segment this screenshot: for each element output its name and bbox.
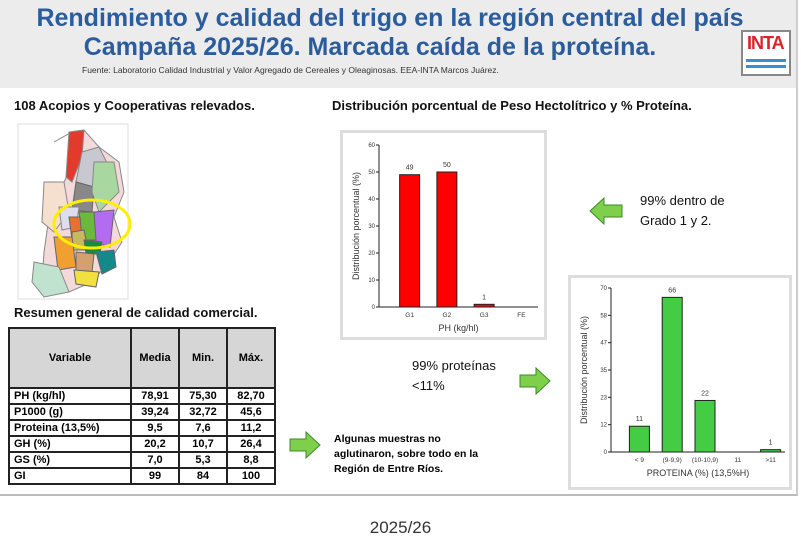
table-cell-value: 82,70 xyxy=(226,387,276,405)
image-caption: 2025/26 xyxy=(369,518,432,537)
bar xyxy=(694,399,716,453)
table-cell-value: 20,2 xyxy=(130,435,180,453)
table-row: P1000 (g) 39,24 32,72 45,6 xyxy=(8,403,276,421)
protein-chart-panel: 0 12 23 35 47 58 70 11 < 9 66 (9-9,9) 22 (10-10,9) 11… xyxy=(568,275,792,490)
table-heading: Resumen general de calidad comercial. xyxy=(14,305,258,320)
y-tick-label: 0 xyxy=(372,305,376,311)
y-tick-label: 20 xyxy=(368,251,375,257)
header: Rendimiento y calidad del trigo en la re… xyxy=(0,0,796,88)
y-tick-label: 60 xyxy=(368,143,375,149)
region-map xyxy=(17,123,132,300)
table-cell-variable: P1000 (g) xyxy=(8,403,132,421)
title-line-1: Rendimiento y calidad del trigo en la re… xyxy=(36,4,744,32)
quality-summary-table: Variable Media Min. Máx. PH (kg/hl) 78,91… xyxy=(8,327,276,485)
y-tick-label: 40 xyxy=(368,197,375,203)
table-cell-value: 8,8 xyxy=(226,451,276,469)
bar xyxy=(436,171,458,308)
y-axis-label: Distribución porcentual (%) xyxy=(351,172,361,280)
ph-chart: 0 10 20 30 40 50 60 49 G1 50 G2 1 G3 FE PH (kg/hl) Dist… xyxy=(351,143,538,333)
table-cell-value: 7,0 xyxy=(130,451,180,469)
bar xyxy=(473,303,495,308)
table-cell-value: 9,5 xyxy=(130,419,180,437)
x-tick-label: 11 xyxy=(734,457,741,464)
table-row: PH (kg/hl) 78,91 75,30 82,70 xyxy=(8,387,276,405)
table-cell-value: 45,6 xyxy=(226,403,276,421)
title-line-2: Campaña 2025/26. Marcada caída de la pro… xyxy=(83,33,657,61)
y-tick-label: 30 xyxy=(368,224,375,230)
table-row: GH (%) 20,2 10,7 26,4 xyxy=(8,435,276,453)
ph-chart-panel: 0 10 20 30 40 50 60 49 G1 50 G2 1 G3 FE PH (kg/hl) Dist… xyxy=(340,130,547,340)
data-label: 1 xyxy=(482,294,486,301)
table-cell-value: 7,6 xyxy=(178,419,228,437)
col-media: Media xyxy=(130,327,180,389)
table-cell-value: 11,2 xyxy=(226,419,276,437)
x-tick-label: (9-9,9) xyxy=(663,457,682,464)
table-cell-value: 75,30 xyxy=(178,387,228,405)
table-cell-value: 5,3 xyxy=(178,451,228,469)
bar xyxy=(399,174,421,308)
data-label: 49 xyxy=(406,165,414,172)
table-header-row: Variable Media Min. Máx. xyxy=(8,327,276,389)
table-cell-variable: GH (%) xyxy=(8,435,132,453)
data-label: 50 xyxy=(443,162,451,169)
data-label: 66 xyxy=(668,287,676,294)
y-tick-label: 47 xyxy=(600,341,607,347)
table-cell-variable: GI xyxy=(8,467,132,485)
table-cell-variable: GS (%) xyxy=(8,451,132,469)
x-tick-label: FE xyxy=(517,312,526,319)
y-tick-label: 0 xyxy=(604,450,608,456)
table-row: GI 99 84 100 xyxy=(8,467,276,485)
x-tick-label: G2 xyxy=(443,312,452,319)
table-cell-value: 100 xyxy=(226,467,276,485)
x-tick-label: >11 xyxy=(765,457,776,464)
table-cell-value: 26,4 xyxy=(226,435,276,453)
y-tick-label: 70 xyxy=(600,286,607,292)
table-cell-variable: PH (kg/hl) xyxy=(8,387,132,405)
table-row: Proteina (13,5%) 9,5 7,6 11,2 xyxy=(8,419,276,437)
source-text: Fuente: Laboratorio Calidad Industrial y… xyxy=(82,65,499,75)
y-tick-label: 10 xyxy=(368,278,375,284)
x-tick-label: G1 xyxy=(405,312,414,319)
protein-note: 99% proteínas <11% xyxy=(412,358,496,393)
x-tick-label: (10-10,9) xyxy=(692,457,718,464)
arrow-left-icon xyxy=(589,196,623,226)
y-tick-label: 58 xyxy=(600,313,607,319)
table-cell-value: 78,91 xyxy=(130,387,180,405)
y-tick-label: 50 xyxy=(368,170,375,176)
grade-note: 99% dentro de Grado 1 y 2. xyxy=(640,193,725,228)
charts-heading: Distribución porcentual de Peso Hectolít… xyxy=(332,98,692,113)
x-axis-label: PROTEINA (%) (13,5%H) xyxy=(647,468,750,478)
table-cell-value: 10,7 xyxy=(178,435,228,453)
x-tick-label: < 9 xyxy=(635,457,645,464)
bar xyxy=(760,449,782,453)
y-axis-label: Distribución porcentual (%) xyxy=(579,316,589,424)
table-row: GS (%) 7,0 5,3 8,8 xyxy=(8,451,276,469)
infographic-slide: Rendimiento y calidad del trigo en la re… xyxy=(0,0,798,496)
map-heading: 108 Acopios y Cooperativas relevados. xyxy=(14,98,255,113)
table-cell-variable: Proteina (13,5%) xyxy=(8,419,132,437)
y-tick-label: 23 xyxy=(600,395,607,401)
table-cell-value: 32,72 xyxy=(178,403,228,421)
col-min: Min. xyxy=(178,327,228,389)
bar xyxy=(628,425,650,453)
arrow-right-icon xyxy=(519,366,551,396)
col-variable: Variable xyxy=(8,327,132,389)
logo-text: INTA xyxy=(747,33,785,53)
table-cell-value: 99 xyxy=(130,467,180,485)
data-label: 22 xyxy=(701,390,709,397)
y-tick-label: 35 xyxy=(600,368,607,374)
gluten-note: Algunas muestras no aglutinaron, sobre t… xyxy=(334,433,479,475)
col-max: Máx. xyxy=(226,327,276,389)
inta-logo: INTA xyxy=(741,30,791,76)
bar xyxy=(661,296,683,453)
y-tick-label: 12 xyxy=(600,423,607,429)
table-cell-value: 39,24 xyxy=(130,403,180,421)
data-label: 11 xyxy=(636,416,643,423)
x-tick-label: G3 xyxy=(480,312,489,319)
table-cell-value: 84 xyxy=(178,467,228,485)
x-axis-label: PH (kg/hl) xyxy=(438,323,478,333)
data-label: 1 xyxy=(769,440,773,447)
arrow-right-icon xyxy=(289,430,321,460)
